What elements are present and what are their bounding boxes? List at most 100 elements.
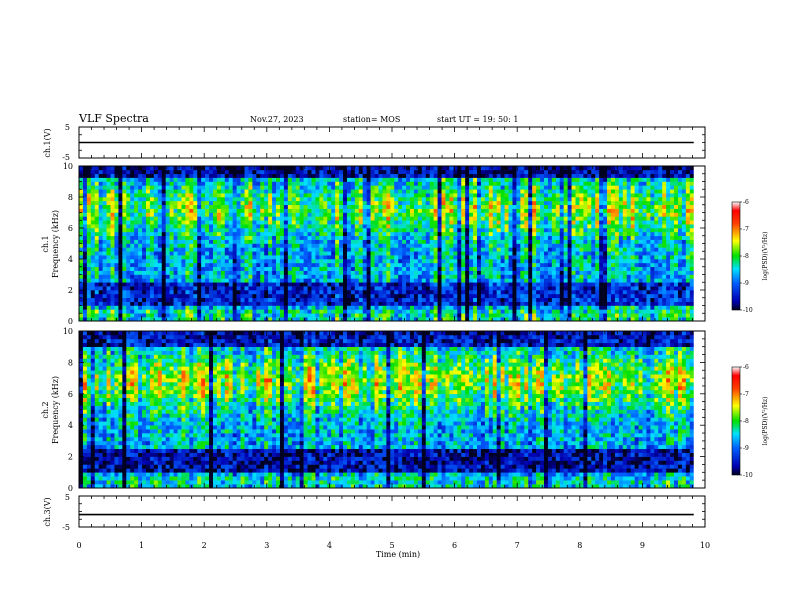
spectrogram-cell: [418, 232, 422, 236]
spectrogram-cell: [509, 228, 513, 232]
spectrogram-cell: [225, 174, 229, 178]
spectrogram-cell: [241, 197, 245, 201]
spectrogram-cell: [209, 313, 213, 317]
spectrogram-cell: [146, 185, 150, 189]
spectrogram-cell: [532, 189, 536, 193]
spectrogram-cell: [465, 205, 469, 209]
spectrogram-cell: [430, 286, 434, 290]
spectrogram-cell: [524, 224, 528, 228]
spectrogram-cell: [382, 290, 386, 294]
spectrogram-cell: [453, 298, 457, 302]
spectrogram-cell: [398, 232, 402, 236]
spectrogram-cell: [501, 282, 505, 286]
spectrogram-cell: [87, 201, 91, 205]
spectrogram-cell: [134, 278, 138, 282]
spectrogram-cell: [280, 166, 284, 170]
spectrogram-cell: [185, 298, 189, 302]
spectrogram-cell: [335, 247, 339, 251]
spectrogram-cell: [201, 166, 205, 170]
spectrogram-cell: [304, 298, 308, 302]
spectrogram-cell: [339, 298, 343, 302]
spectrogram-cell: [225, 286, 229, 290]
spectrogram-cell: [162, 255, 166, 259]
spectrogram-cell: [359, 251, 363, 255]
spectrogram-cell: [402, 259, 406, 263]
spectrogram-cell: [264, 278, 268, 282]
spectrogram-cell: [394, 275, 398, 279]
spectrogram-cell: [114, 197, 118, 201]
spectrogram-cell: [461, 306, 465, 310]
spectrogram-cell: [461, 247, 465, 251]
spectrogram-cell: [378, 286, 382, 290]
spectrogram-cell: [378, 213, 382, 217]
spectrogram-cell: [489, 189, 493, 193]
spectrogram-cell: [185, 197, 189, 201]
spectrogram-cell: [343, 251, 347, 255]
spectrogram-cell: [378, 236, 382, 240]
spectrogram-cell: [477, 247, 481, 251]
spectrogram-cell: [300, 240, 304, 244]
spectrogram-cell: [103, 294, 107, 298]
spectrogram-cell: [130, 193, 134, 197]
spectrogram-cell: [386, 213, 390, 217]
spectrogram-cell: [375, 309, 379, 313]
spectrogram-cell: [481, 286, 485, 290]
spectrogram-cell: [375, 290, 379, 294]
spectrogram-cell: [245, 271, 249, 275]
spectrogram-cell: [150, 213, 154, 217]
spectrogram-cell: [114, 220, 118, 224]
spectrogram-cell: [540, 232, 544, 236]
spectrogram-cell: [406, 224, 410, 228]
spectrogram-cell: [449, 309, 453, 313]
spectrogram-cell: [99, 228, 103, 232]
spectrogram-cell: [185, 178, 189, 182]
spectrogram-cell: [114, 189, 118, 193]
spectrogram-cell: [422, 228, 426, 232]
spectrogram-cell: [497, 182, 501, 186]
spectrogram-cell: [343, 298, 347, 302]
spectrogram-cell: [122, 185, 126, 189]
spectrogram-cell: [229, 313, 233, 317]
spectrogram-cell: [327, 205, 331, 209]
spectrogram-cell: [378, 182, 382, 186]
spectrogram-cell: [304, 209, 308, 213]
spectrogram-cell: [327, 201, 331, 205]
spectrogram-cell: [493, 236, 497, 240]
spectrogram-cell: [91, 313, 95, 317]
spectrogram-cell: [414, 271, 418, 275]
spectrogram-cell: [497, 298, 501, 302]
spectrogram-cell: [146, 240, 150, 244]
spectrogram-cell: [457, 189, 461, 193]
spectrogram-cell: [371, 232, 375, 236]
spectrogram-cell: [386, 275, 390, 279]
spectrogram-cell: [536, 247, 540, 251]
spectrogram-cell: [308, 232, 312, 236]
spectrogram-cell: [264, 189, 268, 193]
spectrogram-cell: [189, 232, 193, 236]
ch1-voltage-ytick-bottom: -5: [62, 153, 70, 162]
spectrogram-cell: [363, 247, 367, 251]
spectrogram-cell: [130, 197, 134, 201]
spectrogram-cell: [134, 197, 138, 201]
spectrogram-cell: [225, 294, 229, 298]
spectrogram-cell: [142, 228, 146, 232]
spectrogram-cell: [363, 232, 367, 236]
spectrogram-cell: [548, 224, 552, 228]
spectrogram-cell: [516, 182, 520, 186]
spectrogram-cell: [371, 251, 375, 255]
spectrogram-cell: [445, 178, 449, 182]
spectrogram-cell: [327, 189, 331, 193]
spectrogram-cell: [465, 309, 469, 313]
spectrogram-cell: [185, 166, 189, 170]
spectrogram-cell: [402, 209, 406, 213]
spectrogram-cell: [375, 286, 379, 290]
spectrogram-cell: [241, 282, 245, 286]
spectrogram-cell: [489, 282, 493, 286]
spectrogram-cell: [390, 247, 394, 251]
spectrogram-cell: [485, 298, 489, 302]
spectrogram-cell: [359, 244, 363, 248]
spectrogram-cell: [276, 178, 280, 182]
spectrogram-cell: [146, 247, 150, 251]
spectrogram-cell: [426, 189, 430, 193]
spectrogram-cell: [536, 251, 540, 255]
